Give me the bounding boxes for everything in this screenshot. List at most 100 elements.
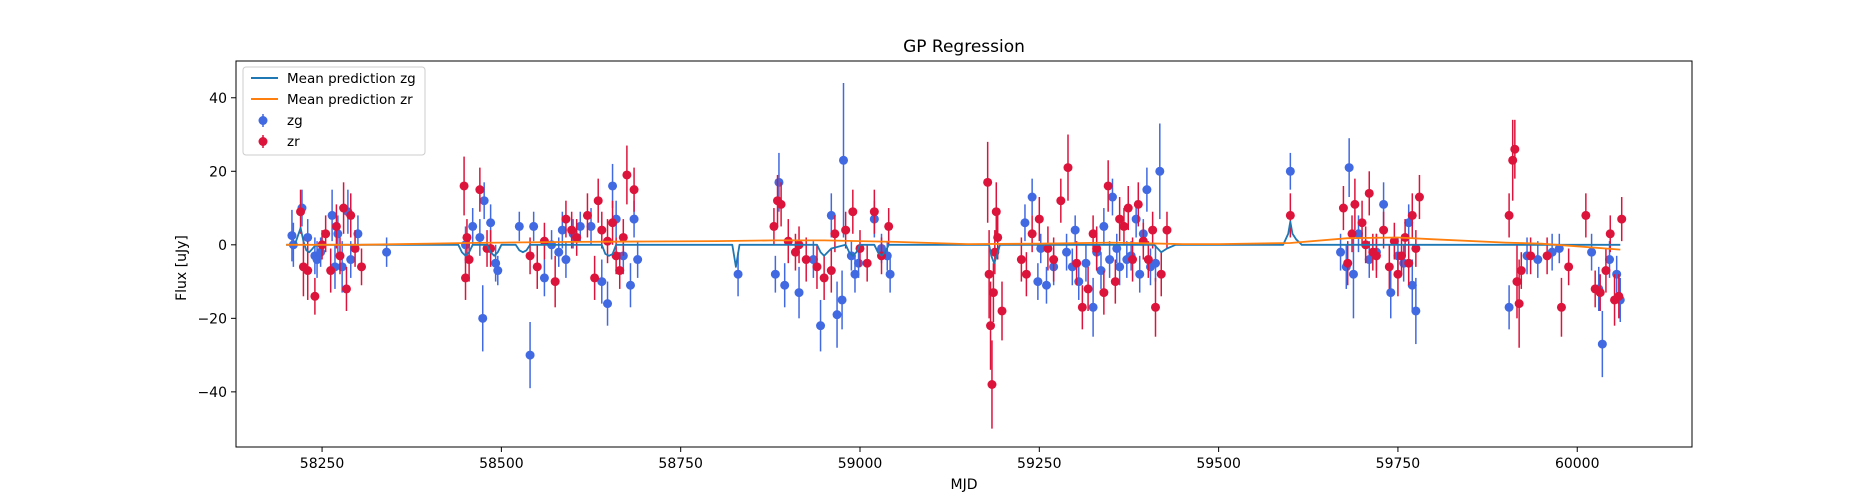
zg-point xyxy=(327,189,337,242)
zr-point xyxy=(1133,182,1143,227)
zg-point xyxy=(1099,208,1109,245)
zr-point xyxy=(310,277,320,315)
zr-marker xyxy=(1617,214,1627,224)
zr-marker xyxy=(1595,288,1605,298)
zr-marker xyxy=(582,210,592,220)
zr-marker xyxy=(1581,210,1591,220)
zr-point xyxy=(296,189,306,234)
zr-marker xyxy=(1414,192,1424,202)
zg-marker xyxy=(832,310,842,320)
zr-marker xyxy=(310,291,320,301)
zr-point xyxy=(1156,252,1166,297)
zr-marker xyxy=(997,306,1007,316)
zg-point xyxy=(312,241,322,278)
zr-point xyxy=(1162,211,1172,249)
zr-marker xyxy=(357,262,367,272)
zr-marker xyxy=(597,225,607,235)
zg-marker xyxy=(1033,277,1043,287)
zg-marker xyxy=(1081,258,1091,268)
zg-point xyxy=(808,241,818,278)
y-tick-label: 40 xyxy=(209,91,227,107)
x-tick-label: 59750 xyxy=(1376,456,1421,472)
zr-point xyxy=(988,263,998,323)
zg-point xyxy=(1504,285,1514,330)
zg-marker xyxy=(1386,288,1396,298)
legend-swatch-zg-points xyxy=(258,114,268,127)
zg-marker xyxy=(774,177,784,187)
zr-point xyxy=(1516,252,1526,289)
zr-point xyxy=(1099,270,1109,315)
zr-marker xyxy=(1516,266,1526,276)
zg-point xyxy=(1597,310,1607,378)
zr-point xyxy=(1504,193,1514,238)
zr-point xyxy=(550,255,560,308)
zg-point xyxy=(1155,123,1165,220)
zr-marker xyxy=(776,199,786,209)
zr-marker xyxy=(532,262,542,272)
zr-point xyxy=(459,156,469,216)
zr-point xyxy=(830,215,840,253)
zr-series xyxy=(296,119,1627,429)
zr-marker xyxy=(1103,181,1113,191)
zr-marker xyxy=(884,221,894,231)
zr-marker xyxy=(1504,210,1514,220)
zg-marker xyxy=(1379,199,1389,209)
zg-point xyxy=(539,259,549,297)
zr-point xyxy=(572,219,582,256)
zr-marker xyxy=(1508,155,1518,165)
zg-marker xyxy=(780,280,790,290)
legend-label-zr: zr xyxy=(287,134,300,150)
zr-marker xyxy=(1407,210,1417,220)
zr-point xyxy=(1123,185,1133,231)
zg-point xyxy=(514,211,524,242)
x-tick-label: 58250 xyxy=(300,456,345,472)
series-layer xyxy=(286,83,1627,429)
zr-marker xyxy=(550,277,560,287)
zg-marker xyxy=(1070,225,1080,235)
zr-marker xyxy=(1411,243,1421,253)
zr-marker xyxy=(1072,258,1082,268)
zg-marker xyxy=(1088,302,1098,312)
zr-marker xyxy=(1162,225,1172,235)
zr-point xyxy=(1077,285,1087,330)
zg-marker xyxy=(1105,255,1115,265)
zg-point xyxy=(1105,241,1115,278)
zr-point xyxy=(1021,252,1031,297)
zg-point xyxy=(561,241,571,278)
zr-marker xyxy=(350,243,360,253)
zr-marker xyxy=(1077,302,1087,312)
zg-marker xyxy=(575,221,585,231)
zr-point xyxy=(1151,277,1161,337)
zg-marker xyxy=(1285,166,1295,176)
zr-marker xyxy=(1526,251,1536,261)
zr-marker xyxy=(593,196,603,206)
zr-marker xyxy=(622,170,632,180)
zr-point xyxy=(1384,244,1394,289)
zr-marker xyxy=(993,232,1003,242)
zg-marker xyxy=(1612,269,1622,279)
zr-marker xyxy=(1389,236,1399,246)
zr-point xyxy=(357,248,367,286)
zr-marker xyxy=(984,269,994,279)
zg-point xyxy=(826,193,836,238)
mean-prediction-zr-line xyxy=(286,236,1621,251)
ticks-layer: 58250 58500 58750 59000 59250 59500 59750 60000… xyxy=(197,91,1599,472)
zg-marker xyxy=(597,277,607,287)
zr-marker xyxy=(1128,255,1138,265)
zg-point xyxy=(770,255,780,293)
zg-marker xyxy=(303,232,313,242)
zg-marker xyxy=(816,321,826,331)
zr-point xyxy=(776,182,786,227)
mean-prediction-zg-line xyxy=(286,220,1621,268)
zg-marker xyxy=(1115,262,1125,272)
zg-marker xyxy=(885,269,895,279)
zg-marker xyxy=(1605,255,1615,265)
zr-point xyxy=(1092,226,1102,271)
zg-marker xyxy=(316,247,326,257)
zg-point xyxy=(1088,277,1098,337)
zr-point xyxy=(986,281,996,370)
zr-point xyxy=(475,167,485,212)
zg-marker xyxy=(287,231,297,241)
zg-point xyxy=(1411,277,1421,345)
zr-point xyxy=(1347,215,1357,253)
